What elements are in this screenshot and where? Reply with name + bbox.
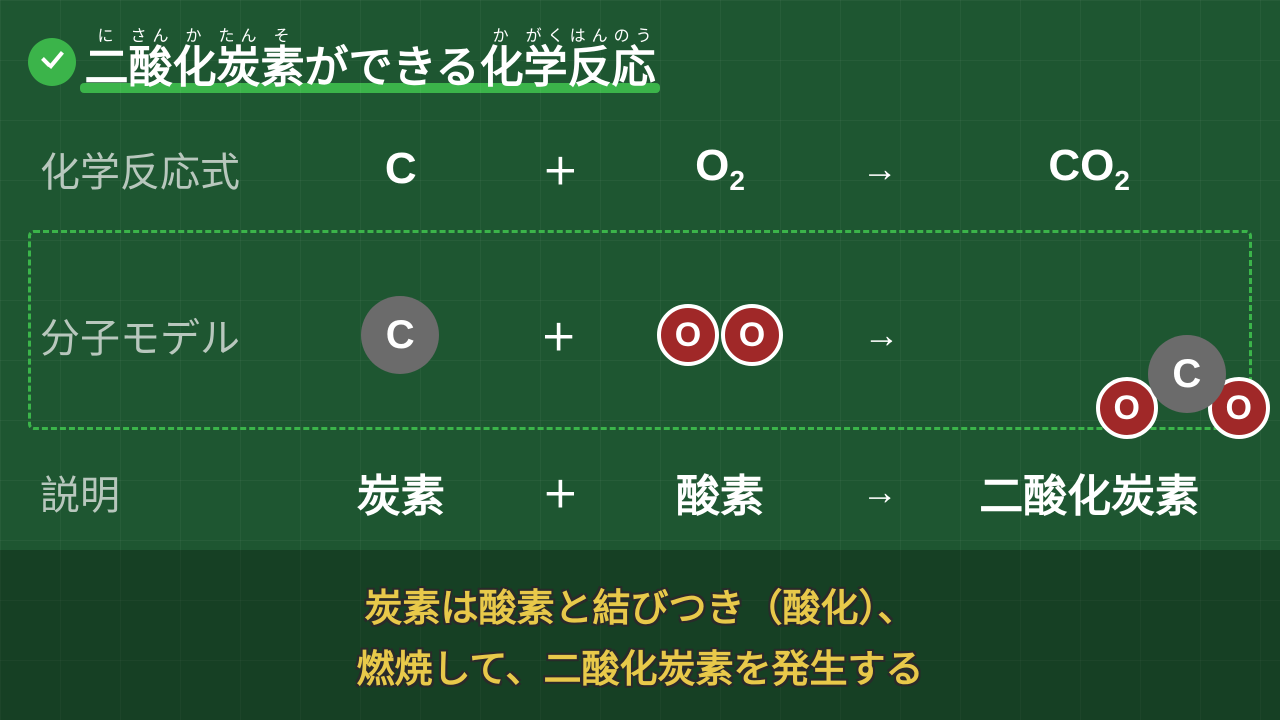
atom-oxygen-icon: O bbox=[657, 304, 719, 366]
check-icon bbox=[28, 38, 76, 86]
row-explanation-content: 炭素 ＋ 酸素 → 二酸化炭素 bbox=[300, 460, 1240, 524]
row-equation-label: 化学反応式 bbox=[40, 140, 300, 198]
arrow-icon: → bbox=[862, 471, 898, 513]
arrow-icon: → bbox=[862, 148, 898, 190]
atom-oxygen-icon: O bbox=[721, 304, 783, 366]
eq-reactant1: C bbox=[341, 144, 461, 194]
exp-reactant2: 酸素 bbox=[660, 460, 780, 524]
title-text: 二に酸さん化か炭たん素そができる化か学がく反はん応のう bbox=[80, 28, 659, 95]
plus-icon: ＋ bbox=[542, 466, 578, 518]
model-reactant1: C bbox=[340, 296, 460, 374]
row-explanation: 説明 炭素 ＋ 酸素 → 二酸化炭素 bbox=[40, 460, 1240, 524]
row-equation: 化学反応式 C ＋ O2 → CO2 bbox=[40, 140, 1240, 198]
row-equation-content: C ＋ O2 → CO2 bbox=[300, 141, 1240, 197]
row-model: 分子モデル C ＋ O O → O C O bbox=[40, 245, 1240, 425]
row-explanation-label: 説明 bbox=[40, 463, 300, 521]
row-model-content: C ＋ O O → O C O bbox=[300, 296, 1240, 374]
row-model-label: 分子モデル bbox=[40, 306, 300, 364]
eq-reactant2: O2 bbox=[660, 141, 780, 197]
footer-caption: 炭素は酸素と結びつき（酸化）、 燃焼して、二酸化炭素を発生する bbox=[0, 550, 1280, 720]
eq-product: CO2 bbox=[979, 141, 1199, 197]
footer-line-2: 燃焼して、二酸化炭素を発生する bbox=[357, 638, 924, 693]
arrow-icon: → bbox=[863, 314, 899, 356]
atom-carbon-icon: C bbox=[361, 296, 439, 374]
atom-oxygen-icon: O bbox=[1096, 377, 1158, 439]
atom-carbon-icon: C bbox=[1148, 335, 1226, 413]
exp-reactant1: 炭素 bbox=[341, 460, 461, 524]
title: 二に酸さん化か炭たん素そができる化か学がく反はん応のう bbox=[28, 28, 660, 95]
plus-icon: ＋ bbox=[542, 143, 578, 195]
exp-product: 二酸化炭素 bbox=[979, 460, 1199, 524]
model-reactant2: O O bbox=[657, 304, 783, 366]
footer-line-1: 炭素は酸素と結びつき（酸化）、 bbox=[364, 577, 915, 632]
plus-icon: ＋ bbox=[541, 309, 577, 361]
